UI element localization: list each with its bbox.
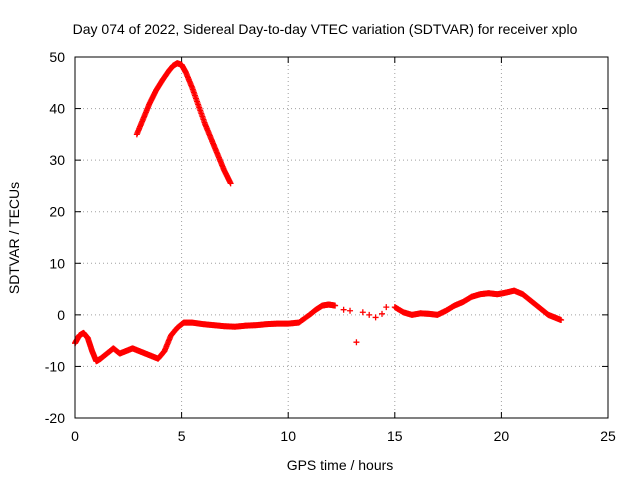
- series-scattered-segment: [340, 304, 390, 346]
- y-tick-label: 10: [49, 255, 65, 271]
- x-axis-label: GPS time / hours: [287, 457, 394, 473]
- y-tick-label: 30: [49, 152, 65, 168]
- x-tick-label: 25: [600, 428, 616, 444]
- y-tick-label: -20: [45, 410, 65, 426]
- data-point-marker: [353, 339, 360, 346]
- data-point-marker: [347, 307, 354, 314]
- data-point-marker: [379, 310, 386, 317]
- x-tick-label: 5: [178, 428, 186, 444]
- data-point-marker: [359, 309, 366, 316]
- data-point-marker: [227, 180, 234, 187]
- y-tick-label: 20: [49, 204, 65, 220]
- data-point-marker: [383, 304, 390, 311]
- y-tick-label: 50: [49, 49, 65, 65]
- y-tick-label: 40: [49, 101, 65, 117]
- data-point-marker: [366, 311, 373, 318]
- data-point-marker: [372, 314, 379, 321]
- x-tick-label: 10: [280, 428, 296, 444]
- data-point-marker: [332, 302, 339, 309]
- series-high-arc: [133, 60, 234, 187]
- y-axis-label: SDTVAR / TECUs: [6, 182, 22, 294]
- y-tick-label: -10: [45, 358, 65, 374]
- chart-title: Day 074 of 2022, Sidereal Day-to-day VTE…: [73, 21, 578, 37]
- x-tick-label: 15: [387, 428, 403, 444]
- x-tick-label: 0: [71, 428, 79, 444]
- axis-ticks: 0 5 10 15 20 25 -20 -10 0 10 20 30 40 50: [45, 49, 616, 444]
- y-tick-label: 0: [57, 307, 65, 323]
- series-late-track: [391, 287, 565, 324]
- plot-frame: [74, 56, 609, 419]
- x-tick-label: 20: [494, 428, 510, 444]
- data-point-marker: [558, 317, 565, 324]
- data-points: [72, 60, 565, 365]
- data-point-marker: [340, 306, 347, 313]
- series-low-track: [72, 301, 339, 365]
- grid-lines: [75, 57, 608, 418]
